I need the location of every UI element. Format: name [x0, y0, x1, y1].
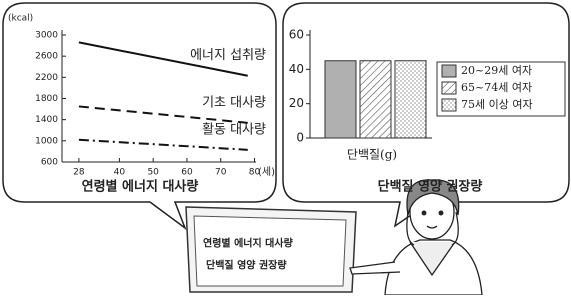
x-label: 단백질(g) [347, 148, 397, 162]
bar [360, 61, 391, 138]
series-label: 에너지 섭취량 [190, 48, 266, 63]
x-unit: (세) [258, 166, 275, 178]
y-tick-label: 20 [289, 96, 304, 110]
bar [395, 61, 426, 138]
legend-swatch [442, 65, 456, 77]
legend-label: 20~29세 여자 [461, 64, 532, 77]
y-tick-label: 1000 [35, 136, 58, 146]
y-unit: (kcal) [8, 14, 33, 24]
series-label: 활동 대사량 [202, 122, 266, 137]
board-line: 단백질 영양 권장량 [206, 259, 287, 272]
chart-title: 단백질 영양 권장량 [378, 179, 483, 195]
y-tick-label: 40 [289, 62, 304, 76]
y-tick-label: 60 [289, 28, 304, 42]
y-tick-label: 600 [41, 158, 58, 168]
y-tick-label: 2600 [35, 52, 58, 62]
y-tick-label: 0 [296, 131, 304, 145]
y-tick-label: 1400 [35, 115, 58, 125]
y-tick-label: 2200 [35, 73, 58, 83]
whiteboard: 연령별 에너지 대사량 단백질 영양 권장량 [186, 207, 356, 292]
y-tick-label: 3000 [35, 31, 58, 41]
chart-title: 연령별 에너지 대사량 [82, 179, 199, 195]
x-tick-label: 50 [147, 168, 159, 178]
series-label: 기초 대사량 [202, 95, 266, 110]
legend-label: 65~74세 여자 [461, 81, 532, 94]
x-tick-label: 28 [73, 168, 85, 178]
x-tick-label: 40 [114, 168, 126, 178]
illustration: 600100014001800220026003000284050607080에… [0, 0, 571, 295]
bar [325, 61, 356, 138]
legend-label: 75세 이상 여자 [461, 98, 533, 111]
legend-swatch [442, 82, 456, 94]
y-tick-label: 1800 [35, 94, 58, 104]
x-tick-label: 70 [215, 168, 227, 178]
x-tick-label: 60 [181, 168, 193, 178]
legend-swatch [442, 99, 456, 111]
board-line: 연령별 에너지 대사량 [203, 237, 294, 250]
